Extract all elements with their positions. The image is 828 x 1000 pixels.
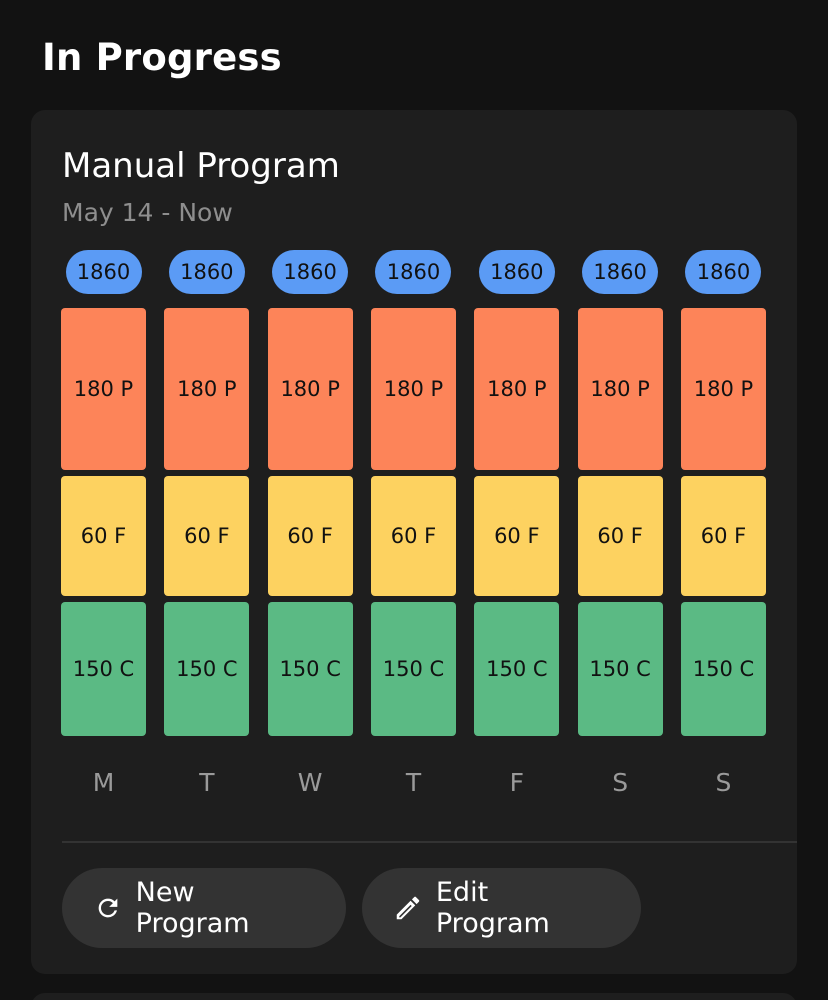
protein-block: 180 P [577,308,663,470]
edit-program-button[interactable]: Edit Program [362,868,641,948]
fat-block: 60 F [680,476,766,596]
calorie-total-badge: 1860 [168,250,245,294]
calorie-total-badge: 1860 [375,250,452,294]
program-card[interactable]: Manual Program May 14 - Now 1860 180 P 6… [31,110,797,974]
fat-block: 60 F [474,476,560,596]
fat-block: 60 F [267,476,353,596]
day-column-monday[interactable]: 1860 180 P 60 F 150 C M [61,250,146,800]
day-column-friday[interactable]: 1860 180 P 60 F 150 C F [474,250,560,800]
day-label: T [199,768,215,797]
fat-block: 60 F [577,476,663,596]
calorie-total-badge: 1860 [272,250,349,294]
calorie-total-badge: 1860 [65,250,142,294]
program-title: Manual Program [62,146,340,186]
calorie-total-badge: 1860 [478,250,555,294]
carbs-block: 150 C [370,602,456,736]
protein-block: 180 P [164,308,250,470]
day-column-sunday[interactable]: 1860 180 P 60 F 150 C S [680,250,766,800]
day-column-tuesday[interactable]: 1860 180 P 60 F 150 C T [164,250,250,800]
action-buttons: New Program Edit Program [62,868,641,948]
carbs-block: 150 C [267,602,353,736]
day-column-thursday[interactable]: 1860 180 P 60 F 150 C T [370,250,456,800]
program-date-range: May 14 - Now [62,198,233,227]
next-card [31,993,797,1000]
protein-block: 180 P [370,308,456,470]
divider [62,841,797,843]
carbs-block: 150 C [61,602,146,736]
day-label: M [92,768,115,797]
day-label: W [297,768,323,797]
protein-block: 180 P [680,308,766,470]
day-label: F [509,768,524,797]
protein-block: 180 P [267,308,353,470]
protein-block: 180 P [61,308,146,470]
calorie-total-badge: 1860 [685,250,762,294]
day-column-wednesday[interactable]: 1860 180 P 60 F 150 C W [267,250,353,800]
carbs-block: 150 C [164,602,250,736]
calorie-total-badge: 1860 [582,250,659,294]
section-title: In Progress [42,36,282,79]
day-label: T [405,768,422,797]
day-label: S [715,768,732,797]
new-program-button[interactable]: New Program [62,868,346,948]
carbs-block: 150 C [474,602,560,736]
refresh-icon [92,892,124,924]
fat-block: 60 F [164,476,250,596]
carbs-block: 150 C [680,602,766,736]
new-program-label: New Program [135,877,250,939]
pencil-icon [392,892,424,924]
protein-block: 180 P [474,308,560,470]
fat-block: 60 F [61,476,146,596]
carbs-block: 150 C [577,602,663,736]
week-grid: 1860 180 P 60 F 150 C M 1860 180 P 60 F … [61,250,766,800]
day-label: S [612,768,629,797]
day-column-saturday[interactable]: 1860 180 P 60 F 150 C S [577,250,663,800]
edit-program-label: Edit Program [435,877,550,939]
fat-block: 60 F [370,476,456,596]
